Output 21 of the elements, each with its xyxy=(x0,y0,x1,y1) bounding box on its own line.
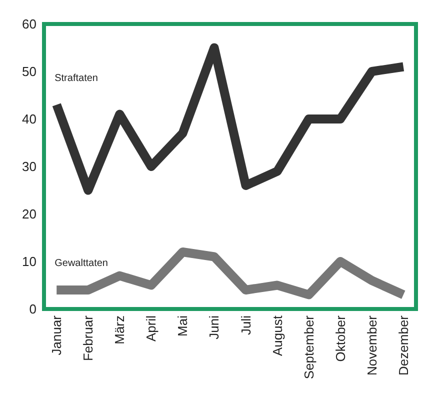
y-tick-label: 50 xyxy=(22,64,36,79)
x-tick-label: Januar xyxy=(49,314,64,356)
x-tick-label: Juni xyxy=(206,315,222,340)
y-tick-label: 20 xyxy=(22,206,36,222)
y-tick-label: 10 xyxy=(22,254,36,269)
y-tick-label: 30 xyxy=(22,159,36,174)
x-tick-label: Februar xyxy=(80,314,96,362)
x-tick-label: November xyxy=(364,314,380,376)
x-tick-label: März xyxy=(112,316,128,344)
series-label: Gewalttaten xyxy=(54,258,108,269)
x-tick-label: August xyxy=(270,315,285,356)
x-tick-label: Mai xyxy=(175,315,190,336)
y-tick-label: 0 xyxy=(29,302,36,316)
x-tick-label: September xyxy=(301,314,316,380)
y-tick-label: 60 xyxy=(22,16,36,32)
text: Straftaten xyxy=(54,72,98,84)
x-tick-label: April xyxy=(144,315,159,342)
x-tick-label: Dezember xyxy=(396,314,411,376)
x-tick-label: Oktober xyxy=(332,314,348,362)
x-tick-label: Juli xyxy=(238,315,254,336)
y-tick-label: 40 xyxy=(22,112,36,126)
